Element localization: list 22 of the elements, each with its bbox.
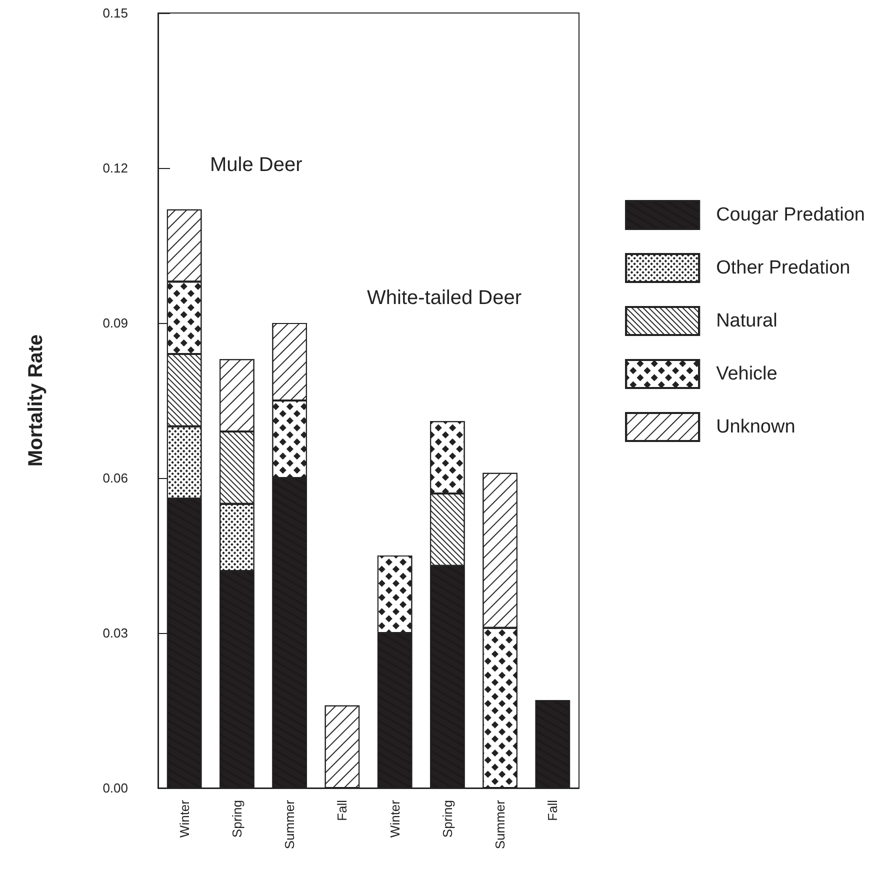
x-tick-label: Summer [282, 799, 298, 850]
x-tick-label: Fall [334, 800, 350, 821]
y-tick-label: 0.09 [102, 316, 128, 330]
y-tick-label: 0.06 [102, 470, 128, 486]
legend-label: Other Predation [716, 258, 850, 278]
x-tick-label: Summer [492, 799, 508, 850]
x-tick-label: Winter [387, 799, 402, 838]
legend-label: Natural [716, 310, 778, 332]
x-tick-label: Fall [545, 800, 560, 821]
x-tick-label: Winter [176, 799, 192, 838]
annotation: White-tailed Deer [367, 287, 522, 309]
x-tick-label: Spring [440, 800, 455, 838]
y-axis-title: Mortality Rate [25, 334, 47, 467]
y-tick-label: 0.12 [102, 160, 128, 176]
legend-label: Cougar Predation [716, 204, 866, 226]
y-tick-label: 0.00 [102, 780, 128, 796]
x-tick-label: Spring [229, 800, 244, 838]
y-tick-label: 0.15 [102, 6, 128, 20]
y-tick-label: 0.03 [102, 626, 128, 640]
legend-label: Unknown [716, 416, 796, 438]
legend-label: Vehicle [716, 364, 778, 384]
annotation: Mule Deer [210, 154, 303, 176]
